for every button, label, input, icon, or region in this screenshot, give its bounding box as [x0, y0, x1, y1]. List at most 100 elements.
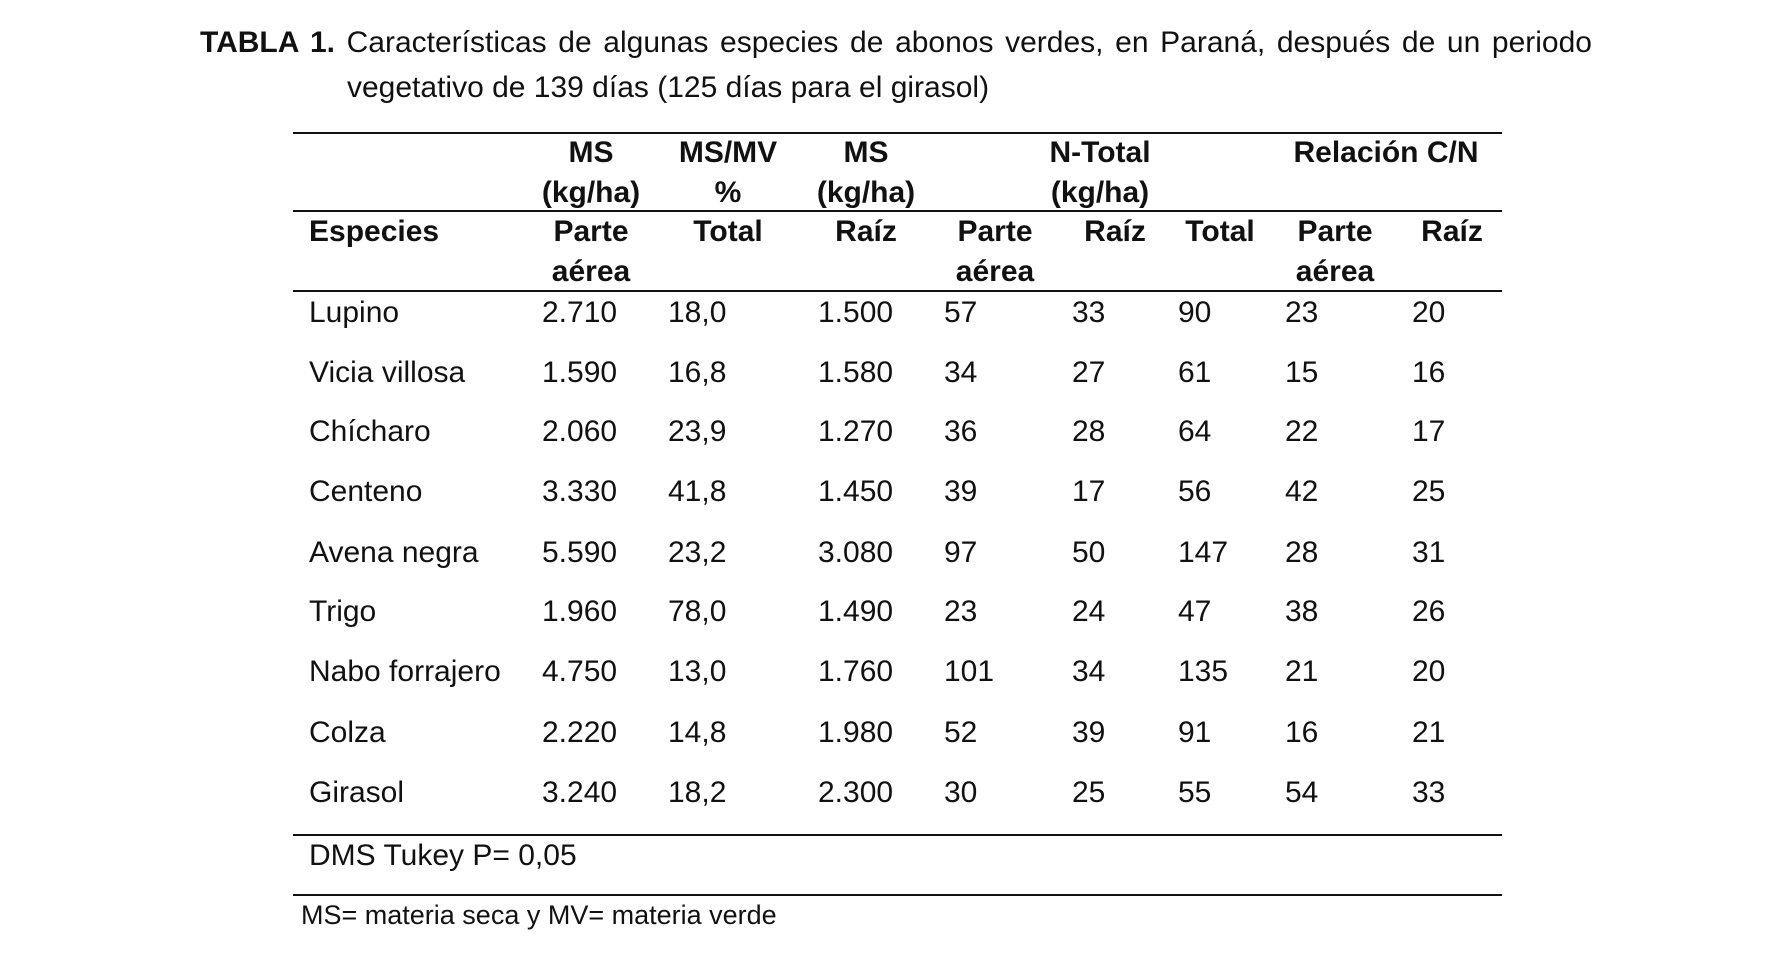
- header-n-raiz: Raíz: [1084, 215, 1146, 248]
- cell-n-parte-aerea: 52: [944, 716, 978, 749]
- header-bottom-rule: [293, 290, 1502, 292]
- cell-ms-parte-aerea: 1.590: [542, 356, 618, 389]
- cell-msmv-total: 13,0: [668, 655, 727, 688]
- cell-ms-parte-aerea: 5.590: [542, 536, 618, 569]
- cell-especie: Trigo: [309, 595, 377, 628]
- header-msmv-unit: %: [714, 176, 742, 209]
- table-bottom-rule: [293, 894, 1502, 896]
- cell-cn-raiz: 26: [1412, 595, 1446, 628]
- header-n-total: Total: [1185, 215, 1255, 248]
- cell-cn-raiz: 31: [1412, 536, 1446, 569]
- cell-ms-raiz: 1.270: [818, 415, 894, 448]
- cell-n-total: 135: [1178, 655, 1229, 688]
- caption-tag: TABLA 1.: [200, 26, 335, 59]
- cell-especie: Avena negra: [309, 536, 479, 569]
- cell-ms-parte-aerea: 4.750: [542, 655, 618, 688]
- header-msmv-total: Total: [693, 215, 763, 248]
- cell-cn-parte-aerea: 15: [1285, 356, 1319, 389]
- cell-cn-raiz: 20: [1412, 296, 1446, 329]
- cell-n-total: 90: [1178, 296, 1212, 329]
- cell-cn-parte-aerea: 42: [1285, 475, 1319, 508]
- cell-ms-parte-aerea: 1.960: [542, 595, 618, 628]
- header-n-parte-line2: aérea: [955, 255, 1035, 288]
- header-ms-parte-aerea: Parte aérea: [531, 212, 651, 292]
- cell-n-parte-aerea: 57: [944, 296, 978, 329]
- cell-especie: Nabo forrajero: [309, 655, 501, 688]
- dms-top-rule: [293, 834, 1502, 836]
- header-n-parte-aerea: Parte aérea: [940, 212, 1050, 292]
- cell-n-total: 61: [1178, 356, 1212, 389]
- cell-n-total: 64: [1178, 415, 1212, 448]
- cell-msmv-total: 18,0: [668, 296, 727, 329]
- cell-n-parte-aerea: 101: [944, 655, 995, 688]
- cell-n-total: 47: [1178, 595, 1212, 628]
- header-cn-raiz: Raíz: [1421, 215, 1483, 248]
- cell-n-parte-aerea: 97: [944, 536, 978, 569]
- cell-especie: Lupino: [309, 296, 400, 329]
- cell-n-raiz: 25: [1072, 776, 1106, 809]
- cell-cn-parte-aerea: 21: [1285, 655, 1319, 688]
- cell-ms-raiz: 1.500: [818, 296, 894, 329]
- header-n-parte-line1: Parte: [957, 215, 1033, 248]
- dms-row: DMS Tukey P= 0,05: [309, 839, 577, 872]
- cell-n-raiz: 39: [1072, 716, 1106, 749]
- cell-n-raiz: 17: [1072, 475, 1106, 508]
- header-especies: Especies: [309, 215, 440, 248]
- header-ms-root-label: MS: [843, 136, 889, 169]
- cell-cn-parte-aerea: 22: [1285, 415, 1319, 448]
- cell-especie: Centeno: [309, 475, 423, 508]
- cell-n-raiz: 34: [1072, 655, 1106, 688]
- cell-cn-parte-aerea: 28: [1285, 536, 1319, 569]
- cell-n-parte-aerea: 39: [944, 475, 978, 508]
- cell-ms-parte-aerea: 2.220: [542, 716, 618, 749]
- caption-line-1: TABLA 1. Características de algunas espe…: [200, 20, 1592, 65]
- header-ms-unit: (kg/ha): [541, 176, 641, 209]
- cell-n-parte-aerea: 30: [944, 776, 978, 809]
- cell-especie: Chícharo: [309, 415, 431, 448]
- table-caption: TABLA 1. Características de algunas espe…: [200, 20, 1592, 110]
- cell-ms-parte-aerea: 3.240: [542, 776, 618, 809]
- cell-msmv-total: 16,8: [668, 356, 727, 389]
- header-ms-raiz: Raíz: [835, 215, 897, 248]
- header-ms-root-group: MS (kg/ha): [806, 133, 926, 213]
- cell-especie: Colza: [309, 716, 386, 749]
- cell-especie: Vicia villosa: [309, 356, 466, 389]
- cell-ms-raiz: 1.450: [818, 475, 894, 508]
- header-ms-parte-line1: Parte: [553, 215, 629, 248]
- cell-n-raiz: 24: [1072, 595, 1106, 628]
- cell-msmv-total: 18,2: [668, 776, 727, 809]
- header-cn-parte-line1: Parte: [1297, 215, 1373, 248]
- cell-n-raiz: 28: [1072, 415, 1106, 448]
- cell-n-total: 56: [1178, 475, 1212, 508]
- header-ms-root-unit: (kg/ha): [816, 176, 916, 209]
- cell-cn-raiz: 16: [1412, 356, 1446, 389]
- header-cn-group: Relación C/N: [1286, 133, 1486, 173]
- header-cn-label: Relación C/N: [1293, 136, 1479, 169]
- cell-n-parte-aerea: 36: [944, 415, 978, 448]
- cell-cn-raiz: 17: [1412, 415, 1446, 448]
- cell-ms-parte-aerea: 2.710: [542, 296, 618, 329]
- caption-text-1: Características de algunas especies de a…: [346, 26, 1592, 59]
- header-ntotal-group: N-Total (kg/ha): [1030, 133, 1170, 213]
- cell-ms-raiz: 1.580: [818, 356, 894, 389]
- cell-ms-raiz: 3.080: [818, 536, 894, 569]
- header-cn-parte-aerea: Parte aérea: [1280, 212, 1390, 292]
- cell-cn-parte-aerea: 23: [1285, 296, 1319, 329]
- header-cn-parte-line2: aérea: [1295, 255, 1375, 288]
- cell-ms-raiz: 2.300: [818, 776, 894, 809]
- cell-ms-parte-aerea: 2.060: [542, 415, 618, 448]
- cell-n-parte-aerea: 34: [944, 356, 978, 389]
- header-ms-parte-line2: aérea: [551, 255, 631, 288]
- cell-msmv-total: 23,9: [668, 415, 727, 448]
- cell-n-raiz: 50: [1072, 536, 1106, 569]
- cell-msmv-total: 78,0: [668, 595, 727, 628]
- header-ntotal-label: N-Total: [1049, 136, 1151, 169]
- caption-line-2: vegetativo de 139 días (125 días para el…: [347, 71, 990, 104]
- cell-cn-raiz: 33: [1412, 776, 1446, 809]
- header-msmv-group: MS/MV %: [668, 133, 788, 213]
- cell-especie: Girasol: [309, 776, 405, 809]
- cell-ms-raiz: 1.980: [818, 716, 894, 749]
- cell-cn-parte-aerea: 54: [1285, 776, 1319, 809]
- cell-msmv-total: 23,2: [668, 536, 727, 569]
- cell-ms-raiz: 1.760: [818, 655, 894, 688]
